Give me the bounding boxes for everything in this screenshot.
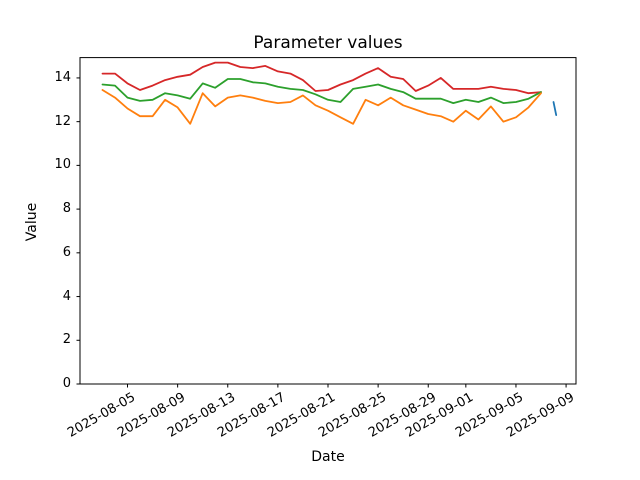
chart-title: Parameter values [253,33,403,53]
series-green-line [101,78,542,104]
y-tick-label: 12 [54,113,71,129]
series-red-line [101,61,542,95]
y-tick-label: 14 [54,69,71,85]
series-orange-line [101,89,542,125]
y-tick-label: 2 [62,332,71,348]
y-tick-label: 10 [54,157,71,173]
y-tick-label: 6 [62,244,71,260]
series-blue-tick-segment [552,101,558,116]
x-axis-label: Date [311,449,345,465]
y-tick-label: 8 [62,201,71,217]
axes-frame [79,57,577,385]
y-tick-label: 0 [62,376,71,391]
y-tick-label: 4 [62,288,71,304]
